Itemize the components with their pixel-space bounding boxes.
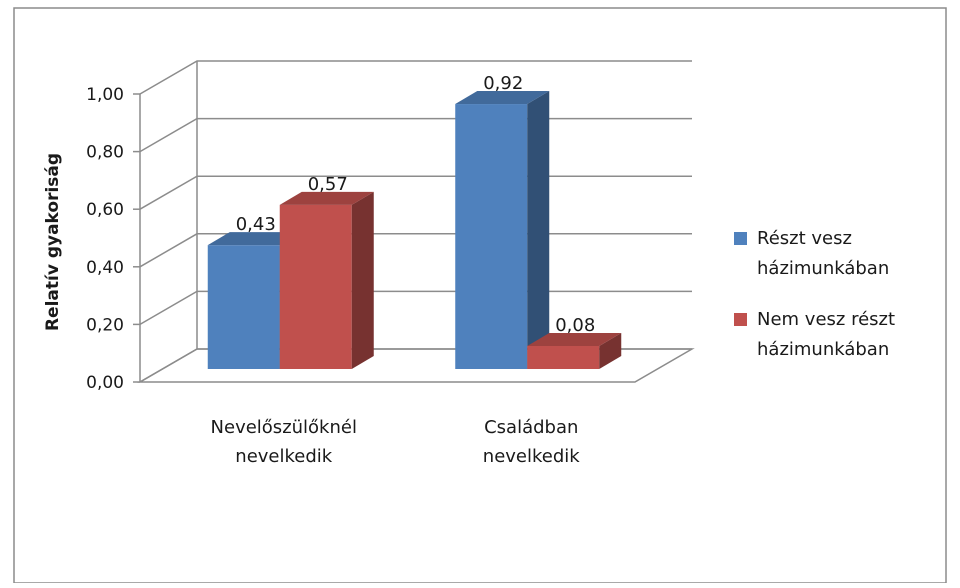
data-label: 0,92: [483, 73, 523, 94]
bar-top: [455, 91, 550, 105]
bar-top: [207, 232, 302, 246]
bar-front: [455, 104, 528, 369]
legend-swatch: [734, 313, 747, 326]
data-label: 0,43: [236, 214, 276, 235]
bar-front: [279, 204, 352, 369]
y-tick-labels: 0,00 0,20 0,40 0,60 0,80 1,00: [86, 85, 124, 393]
bar-top: [279, 191, 374, 205]
y-tick-label: 0,00: [86, 373, 124, 393]
legend-label: Részt vesz: [757, 228, 852, 249]
category-labels: Nevelőszülőknél nevelkedik Családban nevelk…: [211, 417, 581, 467]
category-label: nevelkedik: [235, 446, 332, 467]
y-tick-label: 0,60: [86, 200, 124, 220]
legend-swatch: [734, 232, 747, 245]
bar-side: [599, 332, 622, 369]
bar-side: [527, 91, 550, 369]
y-tick-label: 0,80: [86, 143, 124, 163]
data-label: 0,57: [308, 174, 348, 195]
bars: [207, 91, 622, 369]
bar-front: [527, 345, 600, 369]
y-axis-label: Relatív gyakoriság: [43, 153, 63, 331]
legend-label: házimunkában: [757, 258, 889, 279]
category-label: Nevelőszülőknél: [211, 417, 357, 438]
legend: Részt vesz házimunkában Nem vesz részt házi…: [734, 228, 895, 360]
bar-front: [207, 245, 280, 369]
legend-label: Nem vesz részt: [757, 309, 895, 330]
data-label: 0,08: [555, 315, 595, 336]
category-label: Családban: [484, 417, 578, 438]
bar-top: [527, 332, 622, 346]
y-tick-label: 1,00: [86, 85, 124, 105]
axes: [133, 93, 141, 383]
category-label: nevelkedik: [483, 446, 580, 467]
gridline: [139, 60, 692, 95]
legend-label: házimunkában: [757, 339, 889, 360]
data-labels: 0,43 0,57 0,92 0,08: [236, 73, 596, 336]
y-tick-label: 0,40: [86, 258, 124, 278]
y-tick-label: 0,20: [86, 315, 124, 335]
bar-side: [351, 191, 374, 369]
